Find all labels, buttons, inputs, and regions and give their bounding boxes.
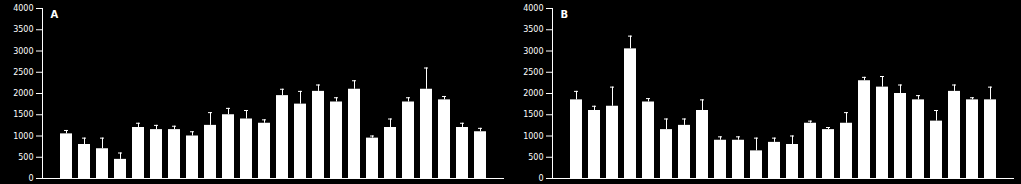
svg-text:A: A xyxy=(51,9,59,20)
svg-text:4000: 4000 xyxy=(523,4,543,13)
svg-text:3000: 3000 xyxy=(523,47,543,56)
svg-text:3000: 3000 xyxy=(13,47,33,56)
svg-text:2000: 2000 xyxy=(523,89,543,98)
svg-text:500: 500 xyxy=(18,153,33,162)
svg-text:4000: 4000 xyxy=(13,4,33,13)
svg-text:0: 0 xyxy=(28,174,33,183)
svg-text:0: 0 xyxy=(538,174,543,183)
svg-text:2500: 2500 xyxy=(523,68,543,77)
svg-text:1500: 1500 xyxy=(523,110,543,119)
svg-text:500: 500 xyxy=(528,153,543,162)
svg-text:1000: 1000 xyxy=(13,132,33,141)
svg-text:3500: 3500 xyxy=(523,25,543,34)
svg-text:2500: 2500 xyxy=(13,68,33,77)
svg-text:3500: 3500 xyxy=(13,25,33,34)
svg-text:B: B xyxy=(561,9,569,20)
svg-text:1000: 1000 xyxy=(523,132,543,141)
svg-text:1500: 1500 xyxy=(13,110,33,119)
svg-text:2000: 2000 xyxy=(13,89,33,98)
